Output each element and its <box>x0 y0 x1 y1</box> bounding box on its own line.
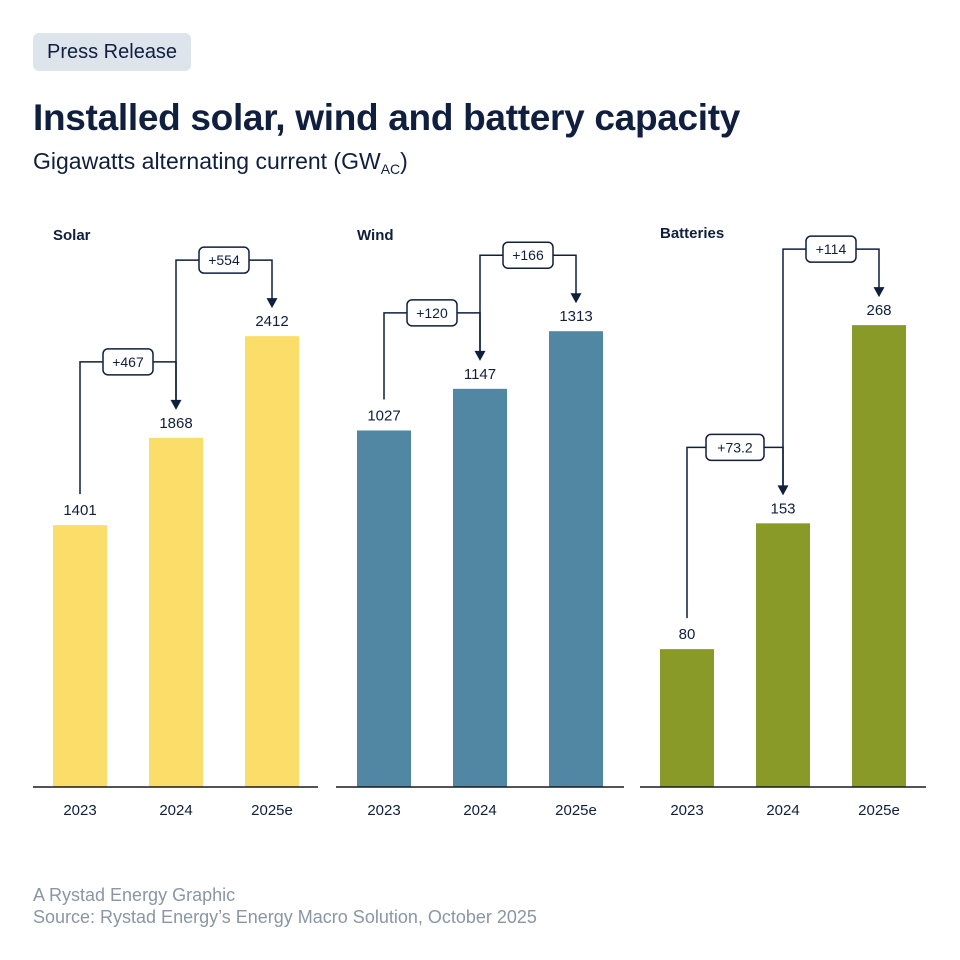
bar-solar-2025e <box>245 336 299 787</box>
panel-title-batteries: Batteries <box>660 225 724 242</box>
value-label-wind-2024: 1147 <box>464 366 496 383</box>
bar-wind-2025e <box>549 331 603 787</box>
arrow-down-icon <box>570 293 582 304</box>
tick-label-batteries-2023: 2023 <box>670 802 703 819</box>
value-label-wind-2025e: 1313 <box>559 308 592 325</box>
delta-label-solar-1: +467 <box>112 354 144 370</box>
chart-subtitle: Gigawatts alternating current (GWAC) <box>33 148 408 177</box>
tick-label-wind-2025e: 2025e <box>555 802 597 819</box>
value-label-batteries-2023: 80 <box>679 626 696 643</box>
footer-source: Source: Rystad Energy’s Energy Macro Sol… <box>33 907 537 927</box>
arrow-down-icon <box>873 287 885 298</box>
bar-batteries-2023 <box>660 649 714 787</box>
bar-solar-2023 <box>53 525 107 787</box>
bar-wind-2023 <box>357 430 411 787</box>
press-release-badge: Press Release <box>33 33 192 71</box>
chart-title: Installed solar, wind and battery capaci… <box>33 97 741 138</box>
subtitle-main: Gigawatts alternating current (GW <box>33 148 381 174</box>
value-label-solar-2024: 1868 <box>159 415 192 432</box>
footer-credit: A Rystad Energy Graphic <box>33 885 236 905</box>
delta-label-batteries-2: +114 <box>816 241 847 257</box>
panel-title-wind: Wind <box>357 227 394 244</box>
subtitle-end: ) <box>400 148 408 174</box>
value-label-batteries-2025e: 268 <box>866 302 891 319</box>
delta-box-wind-1 <box>406 299 458 327</box>
value-label-batteries-2024: 153 <box>770 500 795 517</box>
tick-label-solar-2023: 2023 <box>63 802 96 819</box>
delta-box-solar-2 <box>198 246 250 274</box>
bar-wind-2024 <box>453 388 507 787</box>
tick-label-batteries-2024: 2024 <box>766 802 799 819</box>
bar-batteries-2025e <box>852 325 906 787</box>
bar-solar-2024 <box>149 437 203 787</box>
tick-label-wind-2024: 2024 <box>463 802 496 819</box>
delta-label-wind-2: +166 <box>512 247 544 263</box>
delta-box-wind-2 <box>502 241 554 269</box>
value-label-wind-2023: 1027 <box>367 407 400 424</box>
delta-label-wind-1: +120 <box>416 305 448 321</box>
delta-box-batteries-1 <box>705 433 765 462</box>
tick-label-solar-2025e: 2025e <box>251 802 293 819</box>
panel-title-solar: Solar <box>53 227 91 244</box>
delta-label-solar-2: +554 <box>208 252 240 268</box>
delta-box-batteries-2 <box>805 235 857 263</box>
tick-label-batteries-2025e: 2025e <box>858 802 900 819</box>
subtitle-subscript: AC <box>380 161 401 177</box>
value-label-solar-2025e: 2412 <box>255 313 288 330</box>
bar-batteries-2024 <box>756 523 810 787</box>
delta-label-batteries-1: +73.2 <box>717 439 753 455</box>
value-label-solar-2023: 1401 <box>63 502 96 519</box>
tick-label-wind-2023: 2023 <box>367 802 400 819</box>
arrow-down-icon <box>266 298 278 309</box>
tick-label-solar-2024: 2024 <box>159 802 192 819</box>
delta-box-solar-1 <box>102 348 154 376</box>
